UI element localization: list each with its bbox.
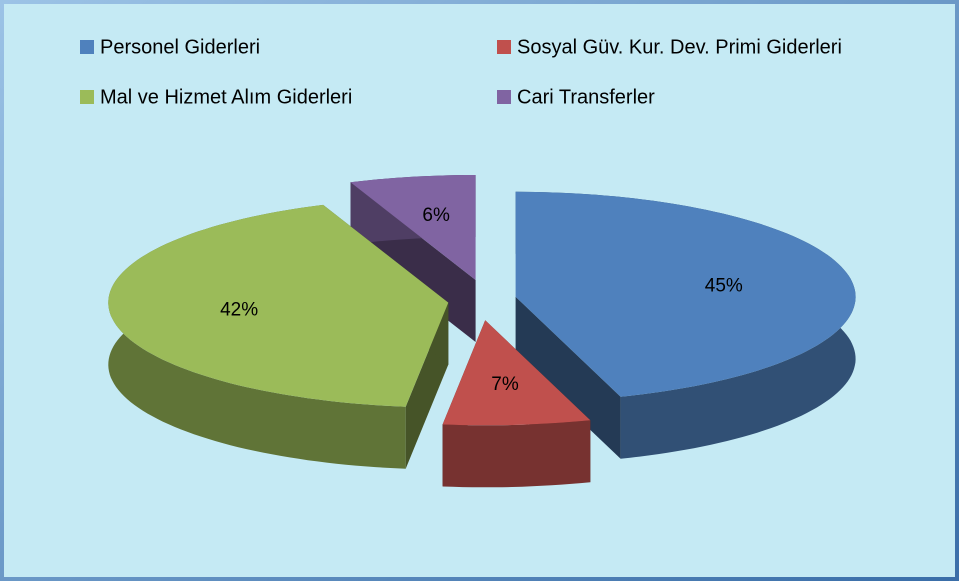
legend-label: Cari Transferler	[517, 86, 655, 108]
slice: 6%	[350, 175, 476, 342]
legend-swatch	[497, 90, 511, 104]
legend-swatch	[497, 40, 511, 54]
legend-swatch	[80, 40, 94, 54]
slice: 45%	[515, 191, 856, 459]
data-label: 7%	[491, 374, 519, 395]
data-label: 42%	[220, 300, 258, 321]
slice-top	[108, 204, 449, 407]
slice-side	[515, 296, 621, 459]
slice-wall	[442, 420, 591, 488]
slice-top	[350, 175, 476, 280]
pie: 6% 45% 42% 7%	[108, 175, 856, 488]
legend-label: Personel Giderleri	[100, 36, 260, 58]
legend-label: Mal ve Hizmet Alım Giderleri	[100, 86, 352, 108]
legend-swatch	[80, 90, 94, 104]
slice: 42%	[108, 204, 449, 469]
slice-top	[442, 320, 591, 426]
data-label: 6%	[422, 205, 450, 226]
data-label: 45%	[705, 276, 743, 297]
slice: 7%	[442, 320, 591, 488]
legend: Personel Giderleri Sosyal Güv. Kur. Dev. …	[80, 36, 842, 108]
slice-top	[515, 191, 856, 397]
legend-label: Sosyal Güv. Kur. Dev. Primi Giderleri	[517, 36, 842, 58]
